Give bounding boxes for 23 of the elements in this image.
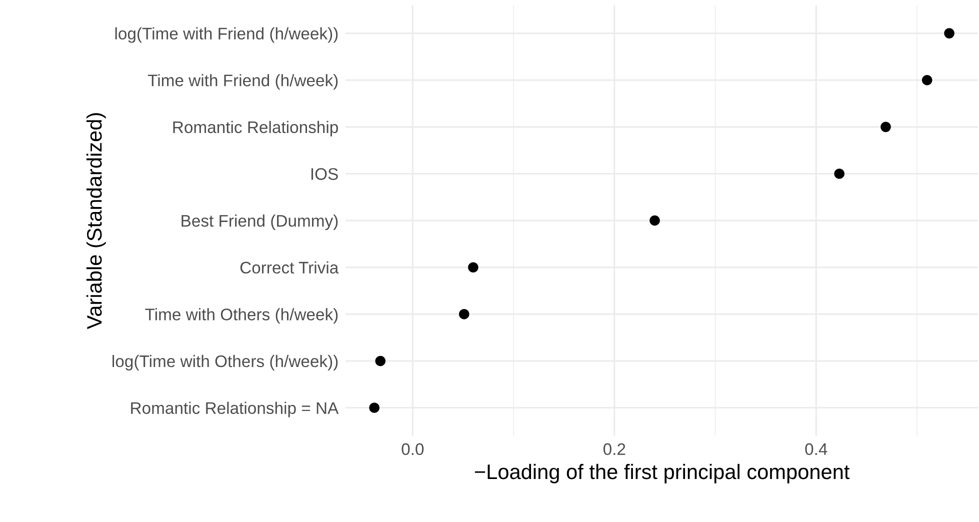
point bbox=[922, 74, 932, 86]
point bbox=[650, 215, 660, 226]
x-tick-label: 0.2 bbox=[603, 443, 626, 456]
x-tick-label: 0.4 bbox=[805, 443, 828, 456]
point bbox=[458, 309, 470, 320]
y-tick-label: Best Friend (Dummy) bbox=[182, 214, 338, 230]
x-tick-label: 0.0 bbox=[402, 443, 424, 456]
y-tick-label: Time with Friend (h/week) bbox=[148, 74, 338, 90]
y-tick-label: Romantic Relationship bbox=[173, 120, 338, 136]
point bbox=[375, 356, 386, 366]
y-tick-label: IOS bbox=[311, 168, 338, 180]
y-tick-label: Correct Trivia bbox=[240, 261, 339, 274]
y-tick-label: log(Time with Others (h/week)) bbox=[112, 354, 338, 370]
y-tick-label: Time with Others (h/week) bbox=[145, 308, 338, 324]
point bbox=[834, 168, 844, 179]
y-tick-label: Romantic Relationship = NA bbox=[131, 402, 339, 418]
y-tick-label: log(Time with Friend (h/week)) bbox=[115, 27, 338, 43]
y-axis-title: Variable (Standardized) bbox=[86, 113, 106, 330]
point bbox=[468, 262, 478, 273]
point bbox=[944, 28, 954, 38]
point bbox=[880, 122, 891, 132]
point bbox=[369, 402, 380, 413]
x-axis-title: −Loading of the first principal component bbox=[474, 464, 850, 484]
